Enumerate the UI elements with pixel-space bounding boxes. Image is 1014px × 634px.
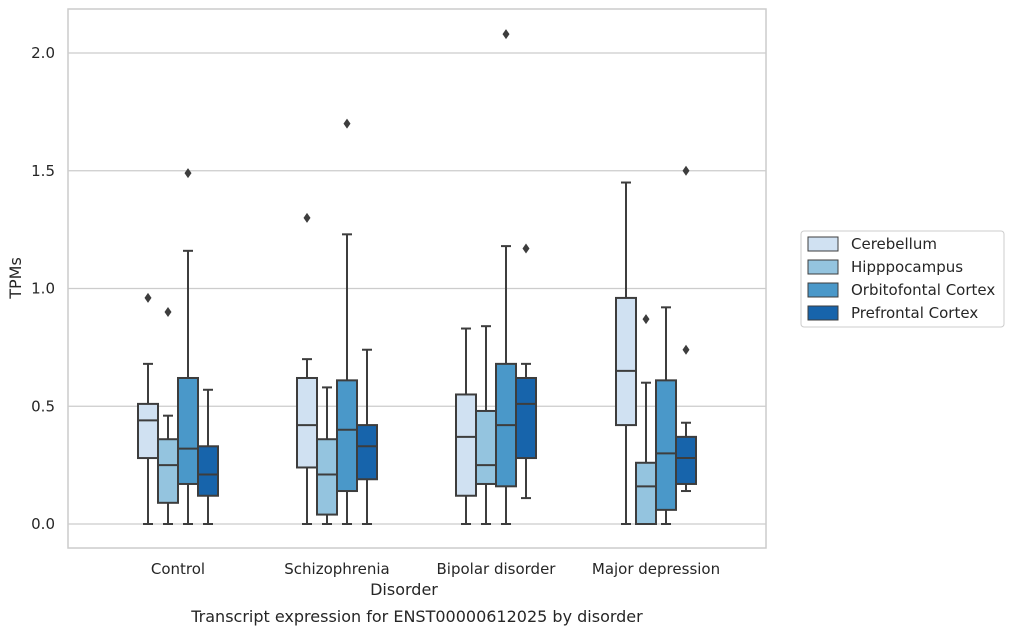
- legend: Cerebellum Hipppocampus Orbitofontal Corte…: [800, 230, 1005, 328]
- box-iqr: [177, 376, 199, 485]
- legend-label: Orbitofontal Cortex: [851, 281, 995, 299]
- outlier-point: [184, 168, 192, 179]
- series-prefrontal-cortex: [197, 165, 697, 525]
- box-plot: [316, 386, 338, 525]
- outlier-point: [682, 344, 690, 355]
- box-plot: [475, 325, 497, 525]
- box-iqr: [515, 376, 537, 460]
- box-iqr: [157, 438, 179, 504]
- legend-swatch: [807, 259, 839, 275]
- y-axis-title: TPMs: [6, 257, 25, 300]
- outlier-point: [522, 243, 530, 254]
- box-plot: [495, 29, 517, 525]
- box-iqr: [675, 435, 697, 485]
- y-tick-label: 1.0: [31, 280, 55, 298]
- outlier-point: [144, 292, 152, 303]
- outlier-point: [164, 307, 172, 318]
- box-iqr: [137, 402, 159, 460]
- x-tick-label: Major depression: [592, 560, 720, 578]
- box-plot: [197, 388, 219, 525]
- x-tick-label: Bipolar disorder: [437, 560, 557, 578]
- box-plot: [655, 306, 677, 525]
- box-iqr: [356, 424, 378, 481]
- legend-label: Prefrontal Cortex: [851, 304, 978, 322]
- box-plot: [177, 168, 199, 525]
- box-plot: [157, 307, 179, 525]
- y-tick-label: 2.0: [31, 44, 55, 62]
- legend-label: Hipppocampus: [851, 258, 963, 276]
- plot-frame: [67, 8, 767, 549]
- box-iqr: [197, 445, 219, 497]
- x-tick-label: Control: [151, 560, 205, 578]
- legend-swatch: [807, 236, 839, 252]
- box-iqr: [475, 409, 497, 485]
- box-iqr: [336, 379, 358, 493]
- box-plot: [356, 348, 378, 525]
- legend-swatch: [807, 282, 839, 298]
- outlier-point: [642, 314, 650, 325]
- box-iqr: [635, 461, 657, 525]
- y-tick-label: 0.5: [31, 397, 55, 415]
- x-tick-labels: Control Schizophrenia Bipolar disorder Majo…: [151, 560, 720, 578]
- box-iqr: [296, 376, 318, 469]
- outlier-point: [303, 212, 311, 223]
- box-plot: [615, 181, 637, 525]
- box-plot: [137, 292, 159, 525]
- box-iqr: [455, 393, 477, 497]
- box-iqr: [655, 379, 677, 511]
- chart-caption: Transcript expression for ENST0000061202…: [190, 607, 643, 626]
- series-hipppocampus: [157, 307, 657, 525]
- box-plot: [635, 314, 657, 525]
- outlier-point: [682, 165, 690, 176]
- y-tick-label: 1.5: [31, 162, 55, 180]
- box-plot: [455, 327, 477, 525]
- y-tick-label: 0.0: [31, 515, 55, 533]
- x-axis-title: Disorder: [370, 580, 438, 599]
- outlier-point: [502, 29, 510, 40]
- box-iqr: [615, 296, 637, 427]
- legend-label: Cerebellum: [851, 235, 937, 253]
- y-tick-labels: 0.0 0.5 1.0 1.5 2.0: [31, 44, 55, 533]
- legend-swatch: [807, 305, 839, 321]
- box-plot: [336, 118, 358, 525]
- x-tick-label: Schizophrenia: [284, 560, 389, 578]
- series-cerebellum: [137, 181, 637, 525]
- box-plot: [515, 243, 537, 500]
- outlier-point: [343, 118, 351, 129]
- series-orbitofontal-cortex: [177, 29, 677, 525]
- box-groups: [137, 29, 697, 525]
- box-plot: [675, 165, 697, 493]
- box-iqr: [316, 438, 338, 516]
- legend-frame: [800, 230, 1005, 328]
- box-plot: [296, 212, 318, 525]
